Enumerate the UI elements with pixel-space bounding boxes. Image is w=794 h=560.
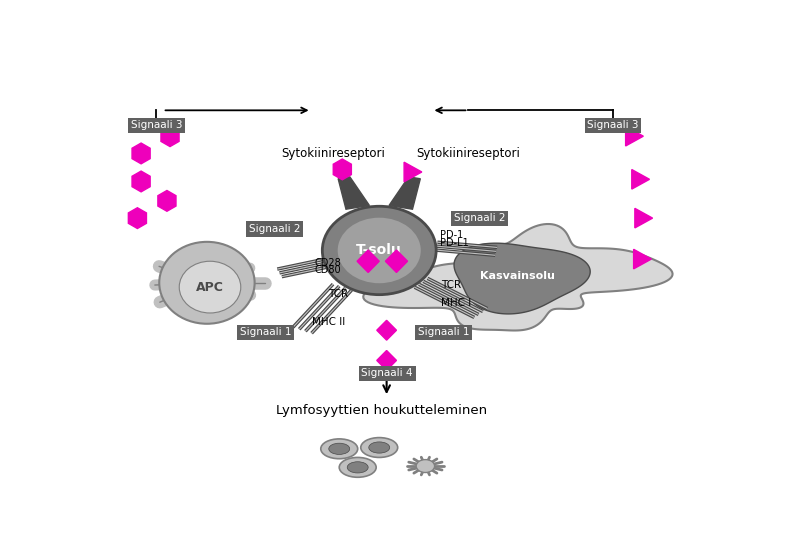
Ellipse shape [329, 443, 349, 454]
Polygon shape [338, 177, 369, 209]
Text: T-solu: T-solu [357, 244, 402, 258]
Text: MHC II: MHC II [312, 318, 345, 327]
Ellipse shape [337, 218, 421, 283]
Polygon shape [132, 143, 150, 164]
Text: APC: APC [196, 281, 224, 293]
Text: Signaali 3: Signaali 3 [588, 120, 639, 130]
Polygon shape [129, 208, 146, 228]
Text: Signaali 3: Signaali 3 [131, 120, 183, 130]
Ellipse shape [179, 261, 241, 313]
Text: CD80: CD80 [314, 265, 341, 275]
Polygon shape [626, 127, 643, 146]
Text: CD28: CD28 [314, 258, 341, 268]
Polygon shape [377, 320, 396, 340]
Polygon shape [635, 208, 653, 228]
Text: Kasvainsolu: Kasvainsolu [480, 272, 555, 281]
Circle shape [416, 460, 434, 473]
Ellipse shape [322, 206, 436, 295]
Text: Signaali 2: Signaali 2 [454, 213, 505, 223]
Text: Signaali 1: Signaali 1 [240, 328, 291, 337]
Polygon shape [161, 126, 179, 147]
Text: Lymfosyyttien houkutteleminen: Lymfosyyttien houkutteleminen [276, 404, 487, 417]
Polygon shape [333, 159, 352, 180]
Polygon shape [132, 171, 150, 192]
Text: Signaali 1: Signaali 1 [418, 328, 469, 337]
Text: TCR: TCR [329, 290, 349, 299]
Polygon shape [357, 250, 380, 273]
Ellipse shape [360, 437, 398, 458]
Polygon shape [389, 177, 420, 209]
Text: MHC I: MHC I [441, 298, 471, 308]
Polygon shape [454, 243, 590, 314]
Text: Signaali 4: Signaali 4 [361, 368, 413, 379]
Ellipse shape [321, 439, 357, 459]
Ellipse shape [347, 462, 368, 473]
Text: Sytokiinireseptori: Sytokiinireseptori [417, 147, 520, 160]
Text: TCR: TCR [441, 280, 461, 290]
Text: PD-L1: PD-L1 [440, 237, 468, 248]
Polygon shape [634, 249, 651, 269]
Polygon shape [385, 250, 407, 273]
Ellipse shape [368, 442, 390, 453]
Ellipse shape [160, 242, 255, 324]
Polygon shape [377, 351, 396, 370]
Text: Signaali 2: Signaali 2 [249, 224, 300, 234]
Polygon shape [404, 162, 422, 182]
Polygon shape [632, 170, 649, 189]
Polygon shape [158, 190, 176, 211]
Polygon shape [363, 224, 673, 330]
Text: Sytokiinireseptori: Sytokiinireseptori [281, 147, 385, 160]
Text: PD-1: PD-1 [440, 230, 463, 240]
Ellipse shape [339, 458, 376, 477]
